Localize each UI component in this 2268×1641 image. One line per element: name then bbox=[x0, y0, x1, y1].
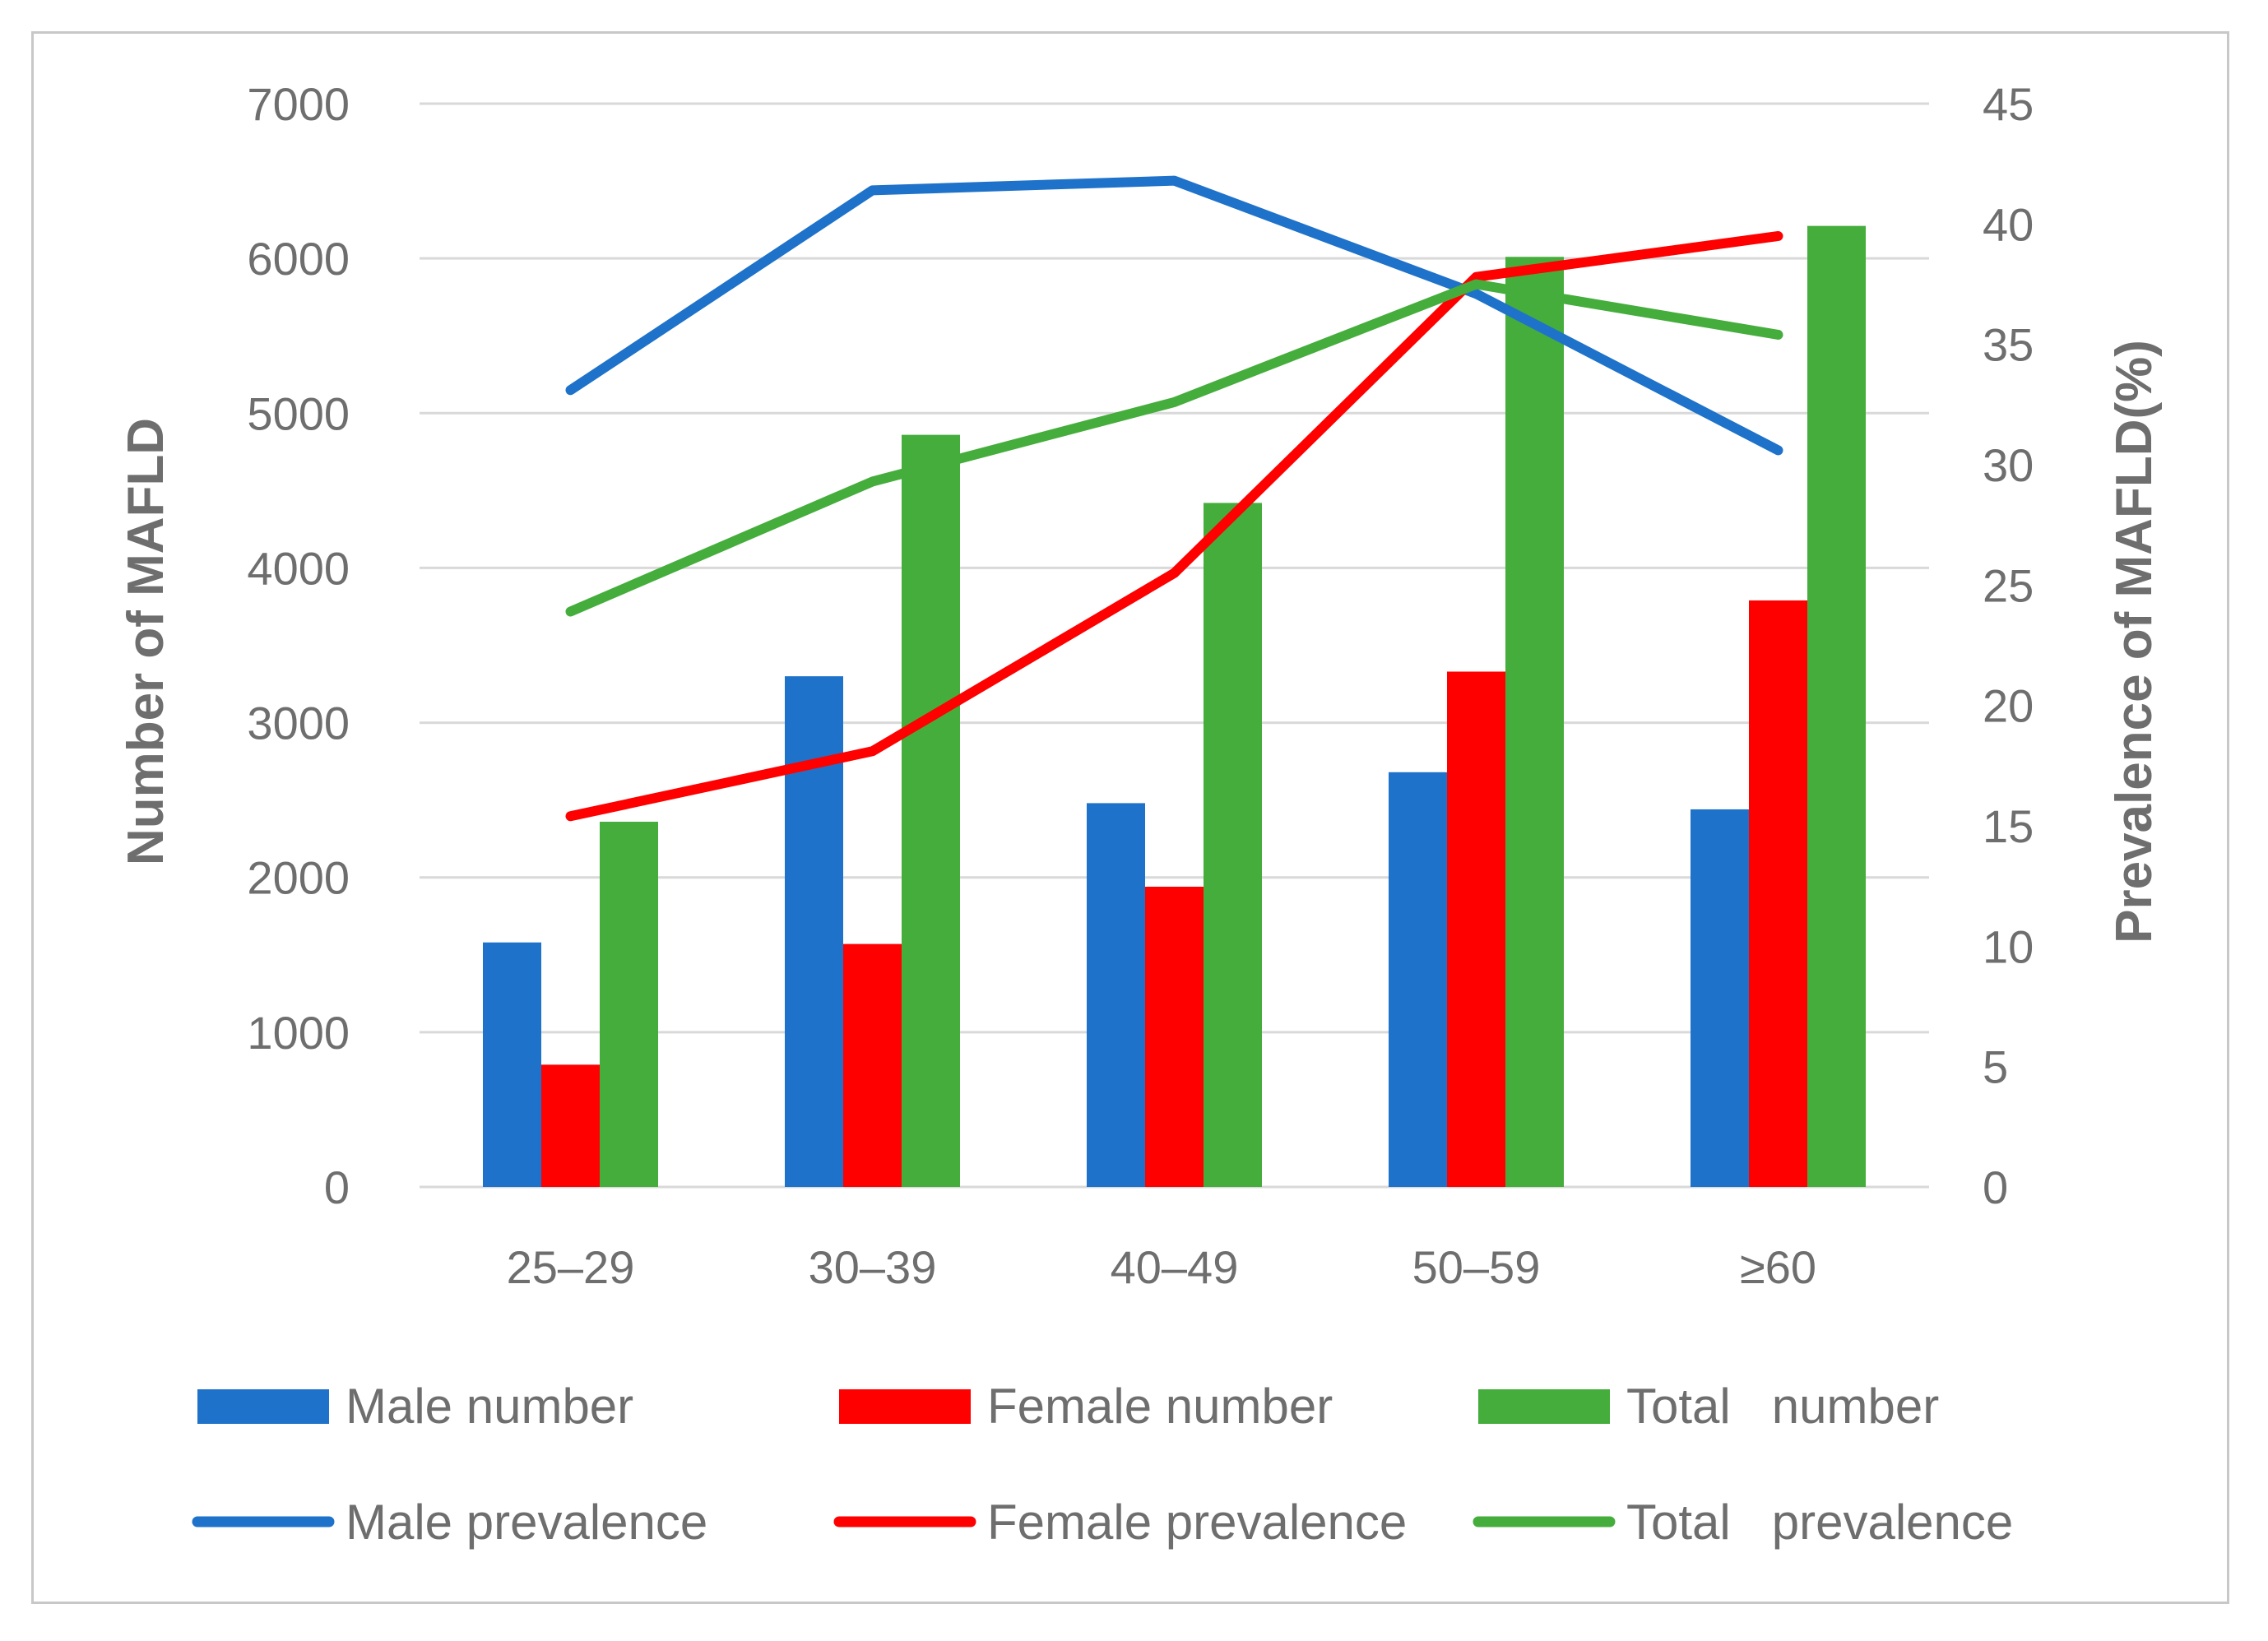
line-female-prevalence bbox=[565, 230, 1783, 822]
right-axis-ticks: 0 5 10 15 20 25 30 35 40 45 bbox=[1983, 78, 2034, 1213]
left-tick-label: 2000 bbox=[247, 852, 350, 904]
legend-label: Male number bbox=[346, 1379, 633, 1434]
right-axis-title: Prevalence of MAFLD(%) bbox=[2106, 340, 2163, 943]
left-axis-ticks: 0 1000 2000 3000 4000 5000 6000 7000 bbox=[247, 78, 350, 1213]
bar-female-number bbox=[1447, 671, 1505, 1187]
x-tick-label: 40–49 bbox=[1111, 1241, 1239, 1293]
left-tick-label: 7000 bbox=[247, 78, 350, 130]
prevalence-lines bbox=[565, 175, 1783, 822]
right-tick-label: 25 bbox=[1983, 559, 2034, 611]
bar-male-number bbox=[483, 942, 541, 1187]
line-total-prevalence bbox=[565, 279, 1783, 617]
x-tick-label: ≥60 bbox=[1740, 1241, 1816, 1293]
right-tick-label: 20 bbox=[1983, 680, 2034, 732]
legend-swatch-bar bbox=[1478, 1389, 1610, 1424]
legend-label: Female prevalence bbox=[987, 1495, 1407, 1550]
legend-label: Total number bbox=[1626, 1379, 1939, 1434]
bar-total-number bbox=[600, 821, 658, 1187]
left-axis-title: Number of MAFLD bbox=[118, 418, 174, 865]
x-tick-label: 25–29 bbox=[507, 1241, 635, 1293]
x-tick-label: 50–59 bbox=[1412, 1241, 1541, 1293]
bar-male-number bbox=[1087, 803, 1145, 1187]
left-tick-label: 0 bbox=[324, 1161, 350, 1213]
line-male-prevalence bbox=[565, 175, 1783, 456]
bar-total-number bbox=[1807, 225, 1866, 1188]
bar-female-number bbox=[541, 1064, 600, 1187]
legend-label: Female number bbox=[987, 1379, 1333, 1434]
right-tick-label: 30 bbox=[1983, 439, 2034, 491]
bars bbox=[483, 225, 1866, 1188]
bar-total-number bbox=[902, 434, 960, 1187]
right-tick-label: 45 bbox=[1983, 78, 2034, 130]
x-axis-ticks: 25–29 30–39 40–49 50–59 ≥60 bbox=[507, 1241, 1816, 1293]
bar-total-number bbox=[1204, 503, 1262, 1187]
right-tick-label: 35 bbox=[1983, 319, 2034, 371]
left-tick-label: 6000 bbox=[247, 233, 350, 285]
bar-male-number bbox=[1691, 809, 1749, 1187]
right-tick-label: 40 bbox=[1983, 198, 2034, 250]
legend-label: Total prevalence bbox=[1626, 1495, 2013, 1550]
legend-swatch-bar bbox=[197, 1389, 329, 1424]
legend: Male number Female number Total number Male… bbox=[192, 1379, 2013, 1550]
bar-female-number bbox=[1749, 600, 1807, 1187]
left-tick-label: 3000 bbox=[247, 698, 350, 749]
bar-male-number bbox=[785, 676, 843, 1187]
x-tick-label: 30–39 bbox=[809, 1241, 937, 1293]
left-tick-label: 1000 bbox=[247, 1007, 350, 1059]
right-tick-label: 5 bbox=[1983, 1041, 2008, 1093]
bar-male-number bbox=[1389, 772, 1447, 1187]
left-tick-label: 5000 bbox=[247, 387, 350, 439]
bar-female-number bbox=[843, 943, 902, 1187]
right-tick-label: 15 bbox=[1983, 800, 2034, 852]
bar-total-number bbox=[1505, 257, 1564, 1187]
left-tick-label: 4000 bbox=[247, 542, 350, 594]
legend-label: Male prevalence bbox=[346, 1495, 707, 1550]
bar-female-number bbox=[1145, 887, 1204, 1187]
right-tick-label: 0 bbox=[1983, 1161, 2008, 1213]
legend-swatch-bar bbox=[839, 1389, 971, 1424]
right-tick-label: 10 bbox=[1983, 920, 2034, 972]
